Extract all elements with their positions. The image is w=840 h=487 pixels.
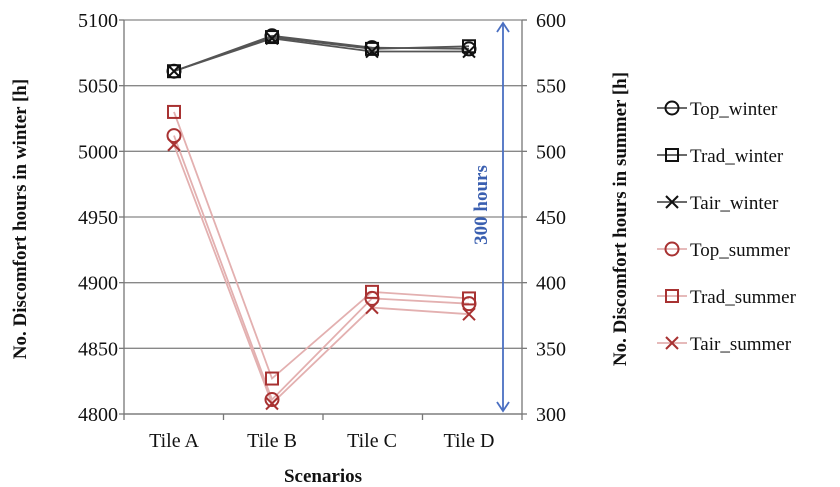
data-point-Trad_winter — [365, 41, 379, 56]
range-annotation: 300 hours — [471, 21, 510, 413]
y-right-tick-label: 300 — [536, 404, 566, 426]
y-right-tick-label: 550 — [536, 76, 566, 98]
range-arrow-head-top — [496, 21, 510, 33]
legend-label: Top_winter — [690, 99, 778, 120]
series-markers — [166, 28, 477, 411]
legend-item: Top_winter — [657, 99, 778, 120]
range-arrow-head-bottom — [496, 401, 510, 413]
data-point-Trad_summer — [265, 371, 279, 386]
series-line-Top_summer — [173, 135, 470, 402]
y-left-tick-label: 5000 — [78, 141, 118, 163]
legend-item: Tair_winter — [657, 193, 779, 214]
tick-labels: 4800 4850 4900 4950 5000 5050 5100 300 350 400 450… — [78, 10, 566, 452]
data-point-Tair_summer — [462, 307, 476, 321]
legend-marker — [665, 148, 679, 162]
series-line-Tair_winter — [173, 37, 469, 73]
series-line-Top_winter — [173, 34, 470, 73]
data-point-Trad_winter — [265, 30, 279, 45]
y-left-tick-label: 4900 — [78, 273, 118, 295]
legend-item: Tair_summer — [657, 334, 792, 355]
legend-label: Trad_summer — [690, 287, 797, 308]
y-right-tick-label: 350 — [536, 338, 566, 360]
legend-marker — [665, 289, 679, 303]
legend-marker — [665, 336, 679, 350]
y-left-tick-label: 4800 — [78, 404, 118, 426]
legend-item: Trad_winter — [657, 146, 784, 167]
y-right-tick-label: 450 — [536, 207, 566, 229]
data-point-Tair_summer — [365, 300, 379, 315]
legend-label: Tair_winter — [690, 193, 779, 214]
data-point-Tair_winter — [167, 64, 181, 78]
data-point-Tair_winter — [365, 44, 379, 59]
y-axis-left-title: No. Discomfort hours in winter [h] — [10, 79, 31, 359]
series-line-Trad_summer — [173, 111, 470, 381]
legend-label: Top_summer — [690, 240, 791, 261]
y-axis-right-title: No. Discomfort hours in summer [h] — [610, 72, 631, 366]
data-point-Trad_summer — [462, 291, 476, 306]
legend-marker — [664, 241, 680, 257]
y-right-tick-label: 400 — [536, 273, 566, 295]
x-tick-label: Tile C — [347, 430, 397, 452]
series-lines — [173, 34, 470, 406]
data-point-Tair_summer — [167, 138, 181, 152]
legend: Top_winter Trad_winter Tair_winter Top_summ… — [657, 99, 797, 355]
range-annotation-label: 300 hours — [471, 165, 492, 245]
x-tick-label: Tile A — [149, 430, 199, 452]
x-tick-label: Tile B — [247, 430, 297, 452]
legend-item: Trad_summer — [657, 287, 797, 308]
data-point-Top_summer — [166, 128, 182, 144]
data-point-Tair_summer — [265, 396, 279, 411]
series-line-Trad_winter — [173, 36, 470, 73]
data-point-Trad_summer — [167, 104, 181, 119]
legend-marker — [665, 195, 679, 209]
data-point-Trad_winter — [167, 64, 181, 79]
y-left-tick-label: 5100 — [78, 10, 118, 32]
axes — [119, 19, 527, 420]
y-left-tick-label: 5050 — [78, 76, 118, 98]
y-right-tick-label: 500 — [536, 141, 566, 163]
legend-marker — [664, 100, 680, 116]
legend-item: Top_summer — [657, 240, 791, 261]
legend-label: Tair_summer — [690, 334, 792, 355]
grid-lines — [124, 19, 522, 415]
y-left-tick-label: 4950 — [78, 207, 118, 229]
data-point-Tair_winter — [265, 31, 279, 46]
y-left-tick-label: 4850 — [78, 338, 118, 360]
data-point-Top_summer — [264, 392, 280, 408]
legend-label: Trad_winter — [690, 146, 784, 167]
data-point-Trad_summer — [365, 284, 379, 299]
x-tick-label: Tile D — [444, 430, 495, 452]
y-right-tick-label: 600 — [536, 10, 566, 32]
series-line-Tair_summer — [173, 144, 470, 406]
data-point-Tair_winter — [462, 44, 476, 59]
x-axis-title: Scenarios — [284, 466, 362, 487]
